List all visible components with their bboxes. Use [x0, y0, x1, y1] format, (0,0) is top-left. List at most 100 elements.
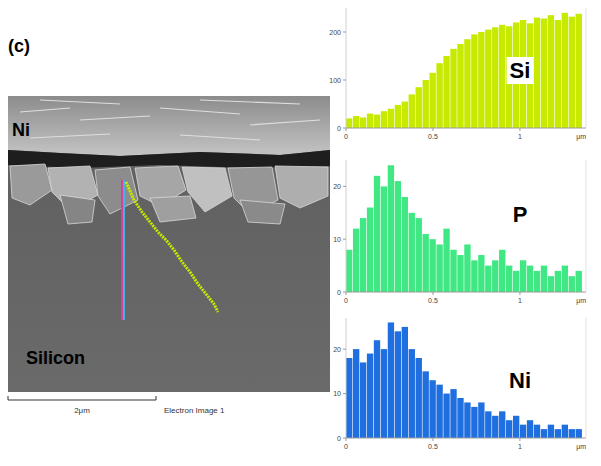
bar	[450, 389, 456, 438]
bar	[353, 116, 359, 128]
x-tick	[432, 438, 433, 441]
x-tick-label: 1	[518, 443, 522, 450]
bar	[416, 358, 422, 438]
y-tick-label: 20	[333, 346, 341, 353]
bar	[478, 32, 484, 128]
bar	[485, 30, 491, 128]
bar	[367, 114, 373, 128]
scan-line-ni	[123, 180, 125, 320]
bar	[506, 420, 512, 438]
bar	[395, 105, 401, 128]
bar	[485, 266, 491, 292]
bar	[353, 229, 359, 292]
x-tick-label: 0.5	[428, 297, 438, 304]
y-tick	[343, 186, 346, 187]
gap	[8, 150, 330, 168]
bar	[541, 429, 547, 438]
bars	[346, 13, 582, 128]
bar	[367, 208, 373, 292]
grain	[60, 195, 95, 224]
ni-region	[8, 96, 330, 156]
bar	[423, 371, 429, 438]
chart-panel: 0102000.51μmP	[333, 160, 586, 305]
y-tick-label: 10	[333, 390, 341, 397]
bar	[555, 429, 561, 438]
y-tick	[343, 239, 346, 240]
x-axis-title: μm	[576, 297, 586, 305]
bar	[534, 18, 540, 128]
y-tick-label: 100	[329, 77, 341, 84]
chart-panel: 010020000.51μmSi	[329, 8, 586, 141]
bar	[513, 271, 519, 292]
bars	[346, 165, 582, 292]
scan-line	[121, 180, 123, 320]
bar	[443, 56, 449, 128]
bar	[555, 20, 561, 128]
x-tick-label: 0.5	[428, 133, 438, 140]
bar	[499, 250, 505, 292]
bar	[381, 111, 387, 128]
bar	[409, 94, 415, 128]
label-patch	[507, 57, 534, 84]
bar	[443, 394, 449, 438]
texture	[180, 135, 260, 140]
layer-label: Silicon	[26, 348, 85, 368]
bar	[395, 331, 401, 438]
panel-label: (c)	[8, 36, 30, 56]
bar	[499, 25, 505, 128]
texture	[30, 134, 110, 138]
scale-label: 2μm	[74, 406, 90, 415]
x-tick	[346, 292, 347, 295]
bar	[395, 181, 401, 292]
y-tick	[343, 393, 346, 394]
bar	[360, 117, 366, 128]
bar	[409, 213, 415, 292]
y-axis	[346, 318, 347, 438]
y-tick	[343, 80, 346, 81]
x-tick-label: 1	[518, 133, 522, 140]
bar	[402, 327, 408, 438]
x-tick	[346, 128, 347, 131]
bar	[436, 244, 442, 292]
scale-bar	[8, 396, 9, 400]
bar	[360, 218, 366, 292]
figure: NiSilicon(c)2μmElectron Image 1010020000…	[0, 0, 601, 466]
bar	[562, 266, 568, 292]
x-axis-title: μm	[576, 133, 586, 141]
bar	[464, 402, 470, 438]
bar	[346, 358, 352, 438]
chart-title: Si	[510, 58, 531, 83]
bar	[416, 218, 422, 292]
bar	[541, 19, 547, 128]
grain	[275, 166, 328, 208]
bar	[367, 354, 373, 438]
x-tick-label: 0	[344, 133, 348, 140]
grain	[10, 164, 52, 205]
y-tick-label: 10	[333, 236, 341, 243]
bar	[429, 73, 435, 128]
grain	[240, 200, 285, 224]
bar	[548, 425, 554, 438]
bar	[548, 276, 554, 292]
bar	[429, 380, 435, 438]
texture	[200, 100, 300, 104]
bar	[492, 27, 498, 128]
scale-bar	[8, 400, 156, 401]
scale-bar	[156, 396, 157, 400]
bar	[485, 411, 491, 438]
bar	[388, 165, 394, 292]
x-tick-label: 0.5	[428, 443, 438, 450]
bar	[541, 266, 547, 292]
y-tick-label: 0	[337, 125, 341, 132]
y-tick-label: 0	[337, 289, 341, 296]
bar	[520, 260, 526, 292]
bar	[492, 260, 498, 292]
bar	[388, 109, 394, 128]
chart-title: P	[513, 202, 528, 227]
sem-image	[8, 96, 330, 392]
bar	[436, 385, 442, 438]
x-tick	[519, 128, 520, 131]
x-tick-label: 0	[344, 297, 348, 304]
chart-title: Ni	[509, 368, 531, 393]
bar	[381, 186, 387, 292]
